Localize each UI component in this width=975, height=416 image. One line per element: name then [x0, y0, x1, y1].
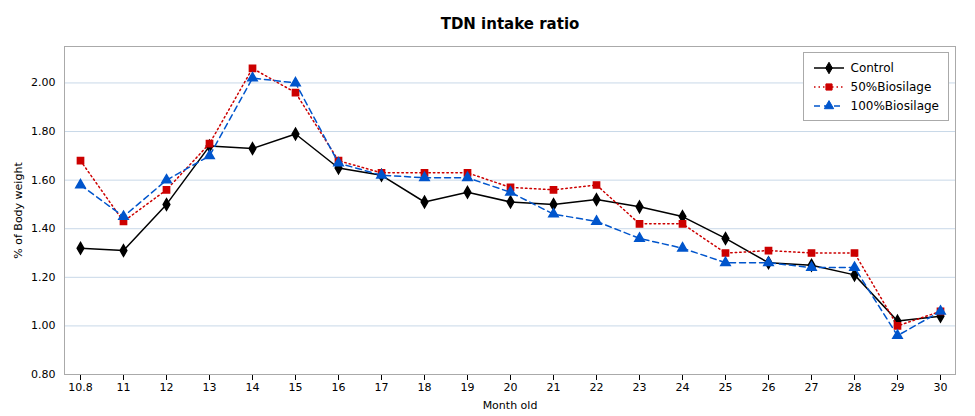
svg-text:10.8: 10.8 — [68, 381, 93, 394]
html-text:50%Biosilage: 50%Biosilage — [850, 79, 932, 94]
svg-text:1.80: 1.80 — [31, 125, 56, 138]
html-text:100%Biosilage: 100%Biosilage — [850, 98, 939, 113]
svg-text:12: 12 — [160, 381, 174, 394]
svg-text:1.40: 1.40 — [31, 222, 56, 235]
svg-text:2.00: 2.00 — [31, 76, 56, 89]
svg-text:% of Body weight: % of Body weight — [12, 162, 25, 259]
html-text:Control: Control — [850, 60, 894, 75]
svg-text:14: 14 — [246, 381, 260, 394]
svg-text:1.00: 1.00 — [31, 319, 56, 332]
svg-text:15: 15 — [289, 381, 303, 394]
svg-text:27: 27 — [805, 381, 819, 394]
svg-text:0.80: 0.80 — [31, 368, 56, 381]
svg-text:1.20: 1.20 — [31, 271, 56, 284]
svg-text:Month old: Month old — [483, 399, 538, 412]
svg-text:13: 13 — [203, 381, 217, 394]
svg-text:23: 23 — [633, 381, 647, 394]
svg-text:26: 26 — [762, 381, 776, 394]
svg-text:29: 29 — [891, 381, 905, 394]
svg-text:11: 11 — [117, 381, 131, 394]
svg-text:22: 22 — [590, 381, 604, 394]
svg-text:19: 19 — [461, 381, 475, 394]
svg-text:18: 18 — [418, 381, 432, 394]
svg-text:20: 20 — [504, 381, 518, 394]
svg-text:28: 28 — [848, 381, 862, 394]
svg-text:30: 30 — [934, 381, 948, 394]
svg-text:21: 21 — [547, 381, 561, 394]
svg-text:24: 24 — [676, 381, 690, 394]
svg-text:25: 25 — [719, 381, 733, 394]
svg-text:1.60: 1.60 — [31, 174, 56, 187]
svg-text:16: 16 — [332, 381, 346, 394]
svg-text:17: 17 — [375, 381, 389, 394]
svg-text:TDN intake ratio: TDN intake ratio — [441, 15, 580, 33]
